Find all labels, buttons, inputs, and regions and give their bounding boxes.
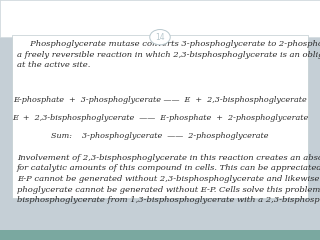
Text: 14: 14 bbox=[155, 33, 165, 42]
Text: Sum:    3-phosphoglycerate  ——  2-phosphoglycerate: Sum: 3-phosphoglycerate —— 2-phosphoglyc… bbox=[51, 132, 269, 140]
Bar bbox=[12, 35, 308, 198]
Text: Phosphoglycerate mutase converts 3-phosphoglycerate to 2-phosphoglycerate. This : Phosphoglycerate mutase converts 3-phosp… bbox=[17, 40, 320, 70]
Bar bbox=[0, 0, 320, 37]
Text: E  +  2,3-bisphosphoglycerate  ——  E-phosphate  +  2-phosphoglycerate: E + 2,3-bisphosphoglycerate —— E-phospha… bbox=[12, 114, 308, 122]
Text: Involvement of 2,3-bisphosphoglycerate in this reaction creates an absolute requ: Involvement of 2,3-bisphosphoglycerate i… bbox=[17, 154, 320, 204]
Circle shape bbox=[150, 30, 170, 45]
Text: E-phosphate  +  3-phosphoglycerate ——  E  +  2,3-bisphosphoglycerate: E-phosphate + 3-phosphoglycerate —— E + … bbox=[13, 96, 307, 104]
Bar bbox=[0, 230, 320, 240]
